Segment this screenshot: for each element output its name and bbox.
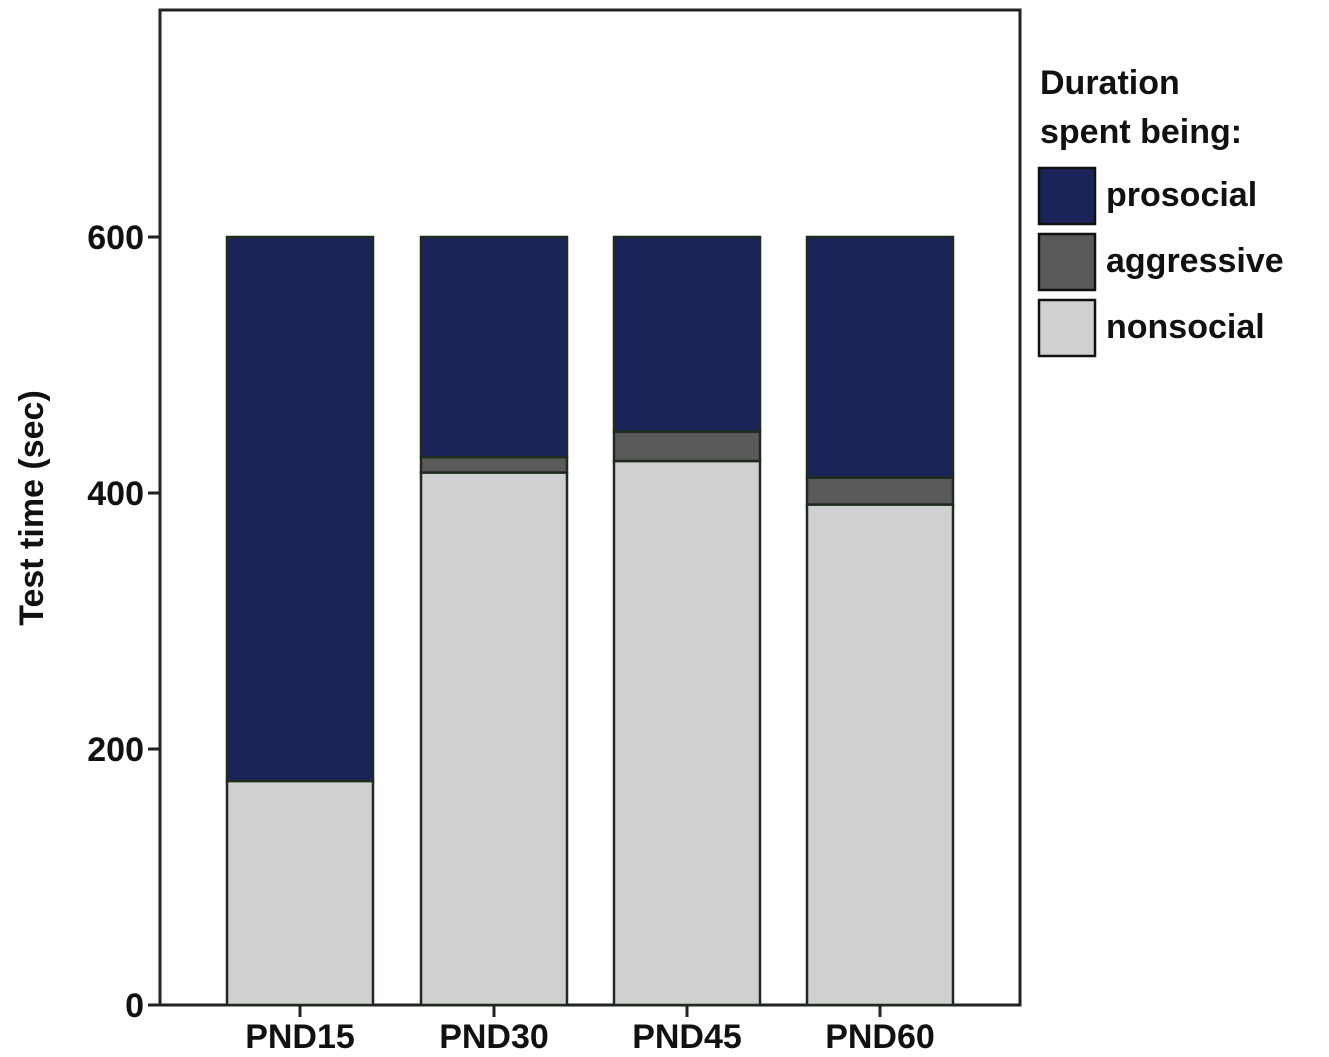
bar-pnd30-prosocial (419, 235, 569, 459)
legend-title-line-1: Duration (1040, 64, 1180, 102)
legend-swatch-nonsocial (1037, 298, 1097, 358)
bar-pnd60-prosocial (805, 235, 955, 479)
y-tick-label: 600 (87, 219, 144, 257)
legend-swatch-prosocial (1037, 166, 1097, 226)
bars (225, 235, 955, 1007)
x-tick-label-pnd15: PND15 (245, 1018, 355, 1056)
bar-pnd45-prosocial (612, 235, 762, 433)
legend-label-aggressive: aggressive (1106, 242, 1284, 280)
legend-items: prosocial aggressive nonsocial (1037, 166, 1284, 358)
bar-pnd30-aggressive (419, 455, 569, 474)
bar-pnd60-aggressive (805, 476, 955, 506)
plot-frame (158, 8, 1022, 1007)
y-tick-label: 200 (87, 731, 144, 769)
x-tick-label-pnd60: PND60 (825, 1018, 935, 1056)
bar-pnd45-aggressive (612, 430, 762, 463)
y-tick-label: 400 (87, 475, 144, 513)
y-axis-title: Test time (sec) (13, 390, 51, 626)
legend-swatch-aggressive (1037, 232, 1097, 292)
bar-pnd15-nonsocial (225, 779, 375, 1007)
y-tick-label: 0 (125, 987, 144, 1025)
y-axis-ticks: 0 200 400 600 (87, 219, 160, 1025)
bar-pnd60-nonsocial (805, 503, 955, 1007)
bar-pnd15-prosocial (225, 235, 375, 783)
x-tick-label-pnd45: PND45 (632, 1018, 742, 1056)
legend-label-prosocial: prosocial (1106, 176, 1257, 214)
bar-pnd30-nonsocial (419, 471, 569, 1007)
legend-label-nonsocial: nonsocial (1106, 308, 1265, 346)
legend: Duration spent being: prosocial aggressiv… (1037, 64, 1284, 358)
legend-title-line-2: spent being: (1040, 113, 1242, 151)
x-axis-ticks: PND15 PND30 PND45 PND60 (245, 1005, 935, 1056)
bar-pnd45-nonsocial (612, 459, 762, 1007)
x-tick-label-pnd30: PND30 (439, 1018, 549, 1056)
